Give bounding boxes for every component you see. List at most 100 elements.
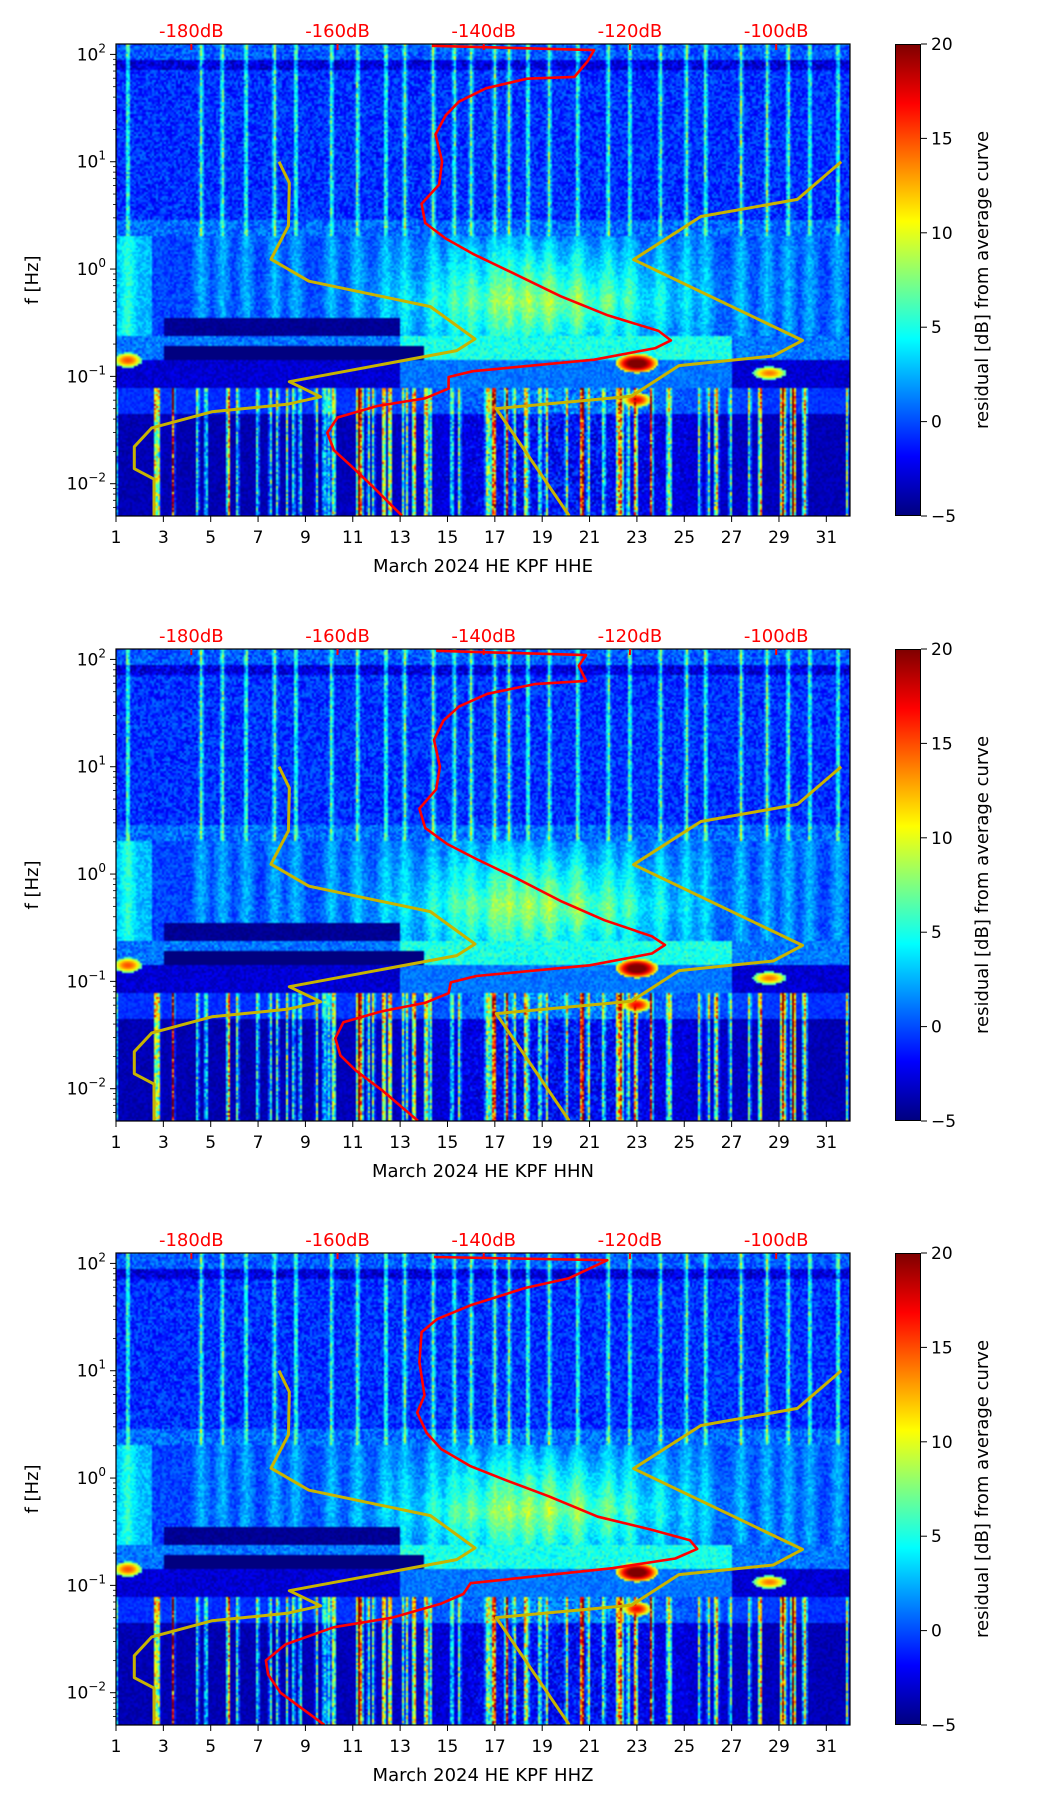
x-axis-label: March 2024 HE KPF HHZ xyxy=(373,1765,594,1786)
y-tick-label: 101 xyxy=(77,1358,106,1382)
x-tick-label: 9 xyxy=(300,1133,311,1153)
nlnm-curve xyxy=(132,161,477,516)
colorbar-tick-label: 15 xyxy=(931,129,953,149)
y-tick-exponent: 0 xyxy=(98,256,106,270)
x-tick-label: 23 xyxy=(626,1737,648,1757)
y-tick-base: 10 xyxy=(77,758,99,778)
colorbar-tick-label: 5 xyxy=(931,923,942,943)
y-tick-base: 10 xyxy=(67,367,89,387)
x-tick-label: 29 xyxy=(768,528,790,548)
colorbar-tick-label: 10 xyxy=(931,829,953,849)
y-tick-label: 100 xyxy=(77,861,106,885)
colorbar-label: residual [dB] from average curve xyxy=(972,1340,993,1638)
x-tick-label: 31 xyxy=(816,528,838,548)
y-tick-label: 100 xyxy=(77,256,106,280)
y-tick-exponent: 2 xyxy=(98,646,106,660)
x-tick-label: 13 xyxy=(389,528,411,548)
x-tick-label: 23 xyxy=(626,528,648,548)
colorbar-tick-label: 0 xyxy=(931,1622,942,1642)
db-tick-label: -180dB xyxy=(159,1230,224,1251)
x-tick-label: 13 xyxy=(389,1737,411,1757)
y-tick-base: 10 xyxy=(77,260,99,280)
x-tick-label: 5 xyxy=(205,528,216,548)
y-tick-exponent: −1 xyxy=(88,968,106,982)
y-tick-base: 10 xyxy=(77,1362,99,1382)
x-tick-label: 29 xyxy=(768,1133,790,1153)
y-tick-base: 10 xyxy=(77,650,99,670)
x-tick-label: 25 xyxy=(673,1737,695,1757)
db-tick-label: -160dB xyxy=(305,626,370,647)
spectrogram-heatmap xyxy=(116,44,850,516)
colorbar-tick-label: 5 xyxy=(931,1527,942,1547)
x-tick-label: 19 xyxy=(531,528,553,548)
y-tick-label: 10−1 xyxy=(67,968,106,992)
x-axis-label: March 2024 HE KPF HHE xyxy=(373,556,593,577)
y-tick-exponent: 2 xyxy=(98,1250,106,1264)
y-tick-base: 10 xyxy=(77,865,99,885)
nhnm-curve xyxy=(494,765,843,1121)
db-tick-label: -140dB xyxy=(451,626,516,647)
colorbar-tick-label: 0 xyxy=(931,1018,942,1038)
x-tick-label: 19 xyxy=(531,1133,553,1153)
y-tick-base: 10 xyxy=(67,1080,89,1100)
median-psd-curve xyxy=(264,1255,699,1725)
y-tick-exponent: 0 xyxy=(98,861,106,875)
x-tick-label: 11 xyxy=(342,528,364,548)
y-tick-label: 101 xyxy=(77,754,106,778)
y-tick-label: 10−1 xyxy=(67,1572,106,1596)
x-tick-label: 11 xyxy=(342,1133,364,1153)
y-tick-exponent: 1 xyxy=(98,1358,106,1372)
nlnm-curve xyxy=(132,766,477,1121)
x-tick-label: 31 xyxy=(816,1133,838,1153)
x-tick-label: 1 xyxy=(111,1133,122,1153)
x-tick-label: 25 xyxy=(673,528,695,548)
y-tick-label: 102 xyxy=(77,1250,106,1274)
x-tick-label: 17 xyxy=(484,1133,506,1153)
y-tick-exponent: −1 xyxy=(88,363,106,377)
x-tick-label: 7 xyxy=(253,528,264,548)
colorbar-label: residual [dB] from average curve xyxy=(972,131,993,429)
db-tick-label: -140dB xyxy=(451,21,516,42)
x-tick-label: 9 xyxy=(300,1737,311,1757)
x-tick-label: 29 xyxy=(768,1737,790,1757)
y-tick-base: 10 xyxy=(77,45,99,65)
x-tick-label: 23 xyxy=(626,1133,648,1153)
x-tick-label: 15 xyxy=(437,1133,459,1153)
x-tick-label: 3 xyxy=(158,1737,169,1757)
y-tick-label: 101 xyxy=(77,149,106,173)
y-tick-base: 10 xyxy=(67,1576,89,1596)
colorbar-tick-label: 15 xyxy=(931,1338,953,1358)
x-tick-label: 15 xyxy=(437,1737,459,1757)
spectrogram-panel-2: 1 3 5 7 9 11 13 15 17 19 21 23 25 27 29 31 March 2024 HE… xyxy=(0,626,1052,1209)
y-axis-label: f [Hz] xyxy=(22,860,43,909)
db-tick-label: -140dB xyxy=(451,1230,516,1251)
x-tick-label: 11 xyxy=(342,1737,364,1757)
median-psd-curve xyxy=(334,649,667,1121)
colorbar-label: residual [dB] from average curve xyxy=(972,736,993,1034)
x-tick-label: 25 xyxy=(673,1133,695,1153)
y-tick-exponent: −1 xyxy=(88,1572,106,1586)
x-tick-label: 7 xyxy=(253,1133,264,1153)
db-tick-label: -120dB xyxy=(598,626,663,647)
y-tick-base: 10 xyxy=(77,1254,99,1274)
y-tick-base: 10 xyxy=(77,1469,99,1489)
colorbar-tick-label: 10 xyxy=(931,1433,953,1453)
db-tick-label: -100dB xyxy=(744,1230,809,1251)
x-tick-label: 31 xyxy=(816,1737,838,1757)
colorbar-tick-label: −5 xyxy=(931,1716,956,1736)
y-tick-exponent: 0 xyxy=(98,1465,106,1479)
median-psd-curve xyxy=(326,44,673,516)
x-tick-label: 21 xyxy=(579,1737,601,1757)
x-tick-label: 15 xyxy=(437,528,459,548)
x-tick-label: 27 xyxy=(721,1133,743,1153)
y-tick-exponent: 2 xyxy=(98,41,106,55)
spectrogram-panel-3: 1 3 5 7 9 11 13 15 17 19 21 23 25 27 29 31 March 2024 HE… xyxy=(0,1230,1052,1813)
y-tick-base: 10 xyxy=(67,1684,89,1704)
colorbar-tick-label: 20 xyxy=(931,1244,953,1264)
colorbar xyxy=(895,649,921,1121)
nhnm-curve xyxy=(494,1369,843,1725)
x-tick-label: 17 xyxy=(484,528,506,548)
y-tick-base: 10 xyxy=(67,475,89,495)
